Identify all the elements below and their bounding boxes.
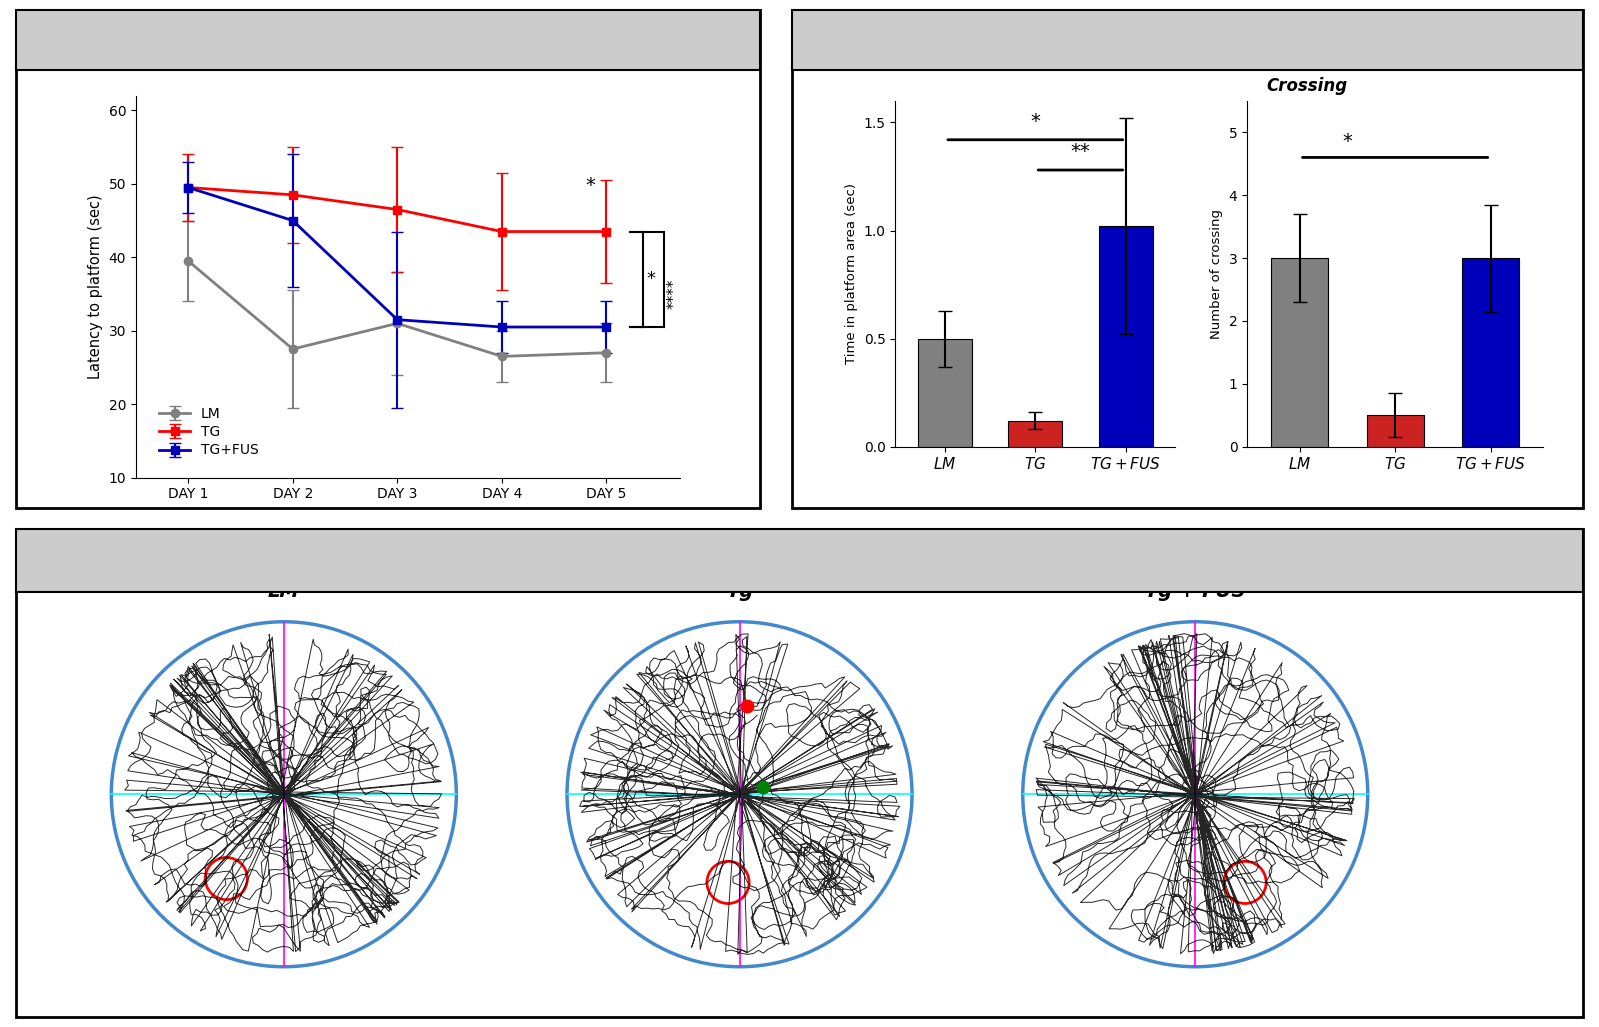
Text: *: * bbox=[646, 270, 656, 289]
Text: (Probe test): (Probe test) bbox=[1186, 28, 1334, 52]
Title: LM: LM bbox=[269, 582, 299, 601]
Title: Tg + FUS: Tg + FUS bbox=[1145, 582, 1246, 601]
Y-axis label: Time in platform area (sec): Time in platform area (sec) bbox=[846, 183, 859, 365]
Bar bbox=[1099, 226, 1153, 447]
Text: *: * bbox=[585, 176, 596, 195]
Title: Tg: Tg bbox=[726, 582, 753, 601]
Y-axis label: Number of crossing: Number of crossing bbox=[1210, 208, 1223, 339]
Bar bbox=[918, 339, 972, 447]
Text: **: ** bbox=[1071, 143, 1091, 161]
Bar bbox=[1461, 258, 1519, 447]
Text: Morris water maze: Morris water maze bbox=[139, 28, 389, 52]
Text: (Training): (Training) bbox=[389, 28, 507, 52]
Bar bbox=[1367, 415, 1423, 447]
Text: ****: **** bbox=[667, 278, 683, 309]
Text: *: * bbox=[1343, 132, 1353, 151]
Legend: LM, TG, TG+FUS: LM, TG, TG+FUS bbox=[154, 402, 264, 463]
Text: (Trajectory map): (Trajectory map) bbox=[800, 548, 1003, 573]
Y-axis label: Latency to platform (sec): Latency to platform (sec) bbox=[88, 194, 102, 379]
Text: Morris water maze: Morris water maze bbox=[939, 28, 1186, 52]
Bar bbox=[1271, 258, 1329, 447]
Text: Crossing: Crossing bbox=[1266, 77, 1348, 94]
Bar bbox=[1009, 421, 1062, 447]
Text: Morris water maze: Morris water maze bbox=[552, 548, 800, 573]
Text: *: * bbox=[1030, 112, 1041, 131]
Text: Platform zone: Platform zone bbox=[913, 56, 1044, 75]
